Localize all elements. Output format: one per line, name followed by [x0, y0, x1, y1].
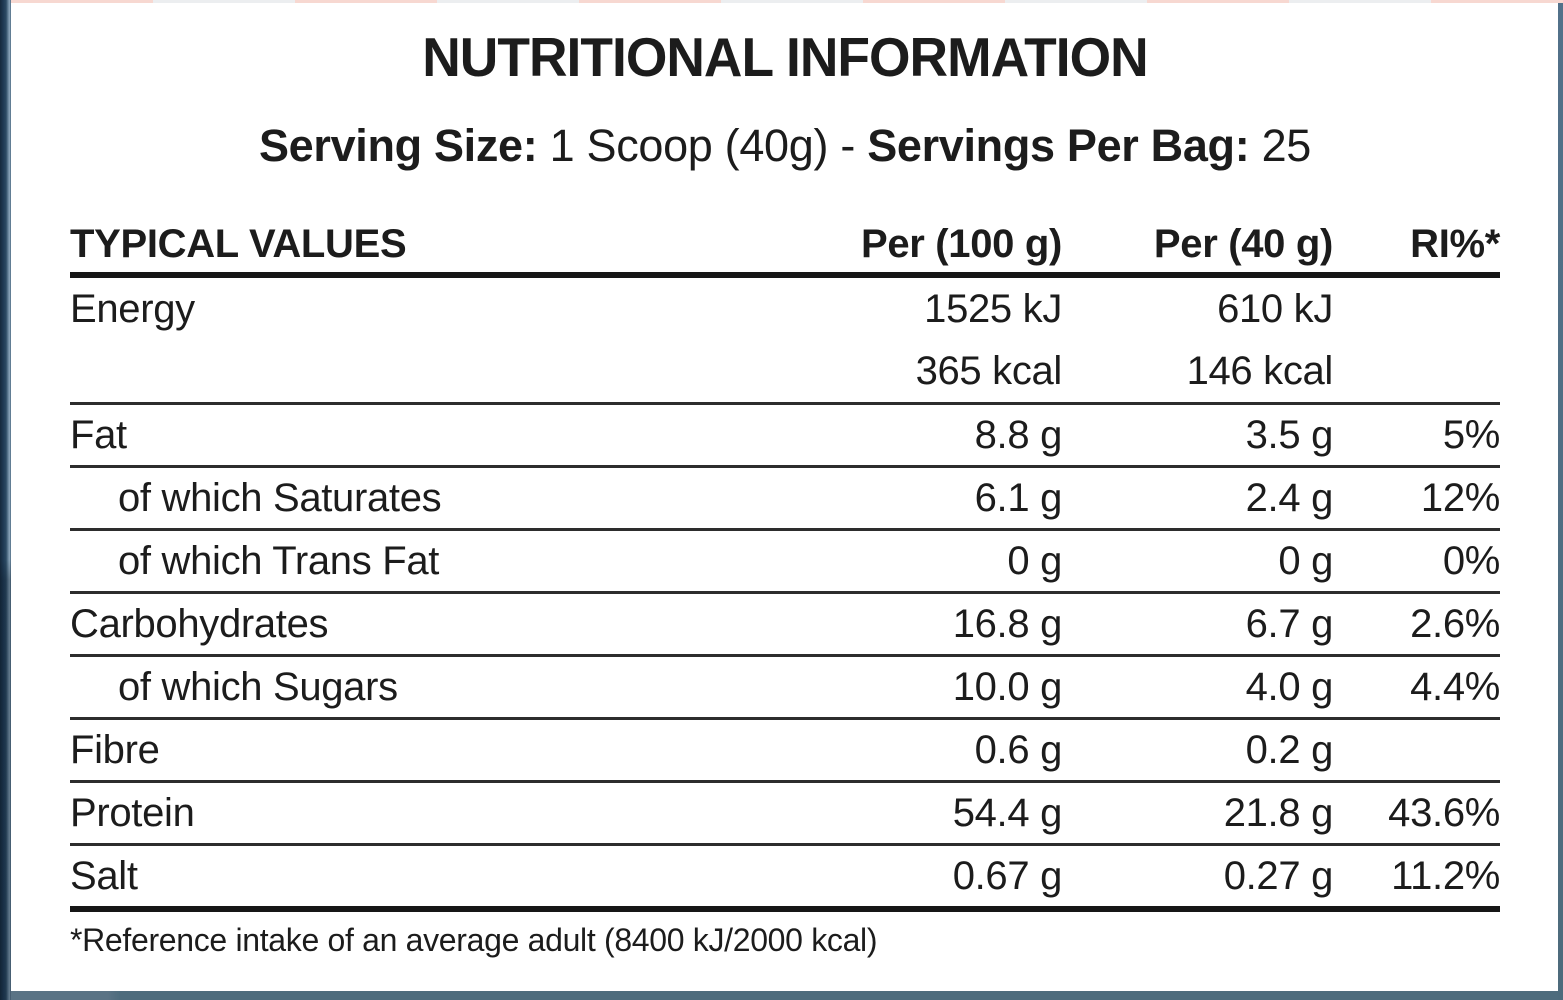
serving-info: Serving Size: 1 Scoop (40g) - Servings P… — [70, 123, 1500, 168]
table-row-trans-fat: of which Trans Fat 0 g 0 g 0% — [70, 528, 1500, 591]
nutrient-name: Protein — [70, 791, 195, 835]
package-edge-top-strip — [11, 0, 1563, 3]
value-per-40g: 4.0 g — [1245, 665, 1334, 709]
value-ri: 43.6% — [1388, 791, 1500, 835]
value-ri: 4.4% — [1410, 665, 1500, 709]
value-per-40g: 6.7 g — [1245, 602, 1334, 646]
nutrient-name: of which Sugars — [118, 665, 398, 709]
value-per-100g: 0.6 g — [974, 728, 1063, 772]
table-row-protein: Protein 54.4 g 21.8 g 43.6% — [70, 780, 1500, 843]
label-content: NUTRITIONAL INFORMATION Serving Size: 1 … — [70, 30, 1500, 958]
table-row-fat: Fat 8.8 g 3.5 g 5% — [70, 402, 1500, 465]
package-edge-bottom — [0, 991, 1563, 1000]
energy-kj-100: 1525 kJ — [924, 287, 1062, 331]
value-ri: 5% — [1442, 413, 1501, 457]
table-row-energy: Energy 1525 kJ 365 kcal 610 kJ 146 kcal — [70, 278, 1500, 402]
col-header-typical-values: TYPICAL VALUES — [70, 222, 407, 266]
nutrition-table: TYPICAL VALUES Per (100 g) Per (40 g) RI… — [70, 216, 1500, 912]
serving-size-value: 1 Scoop (40g) — [549, 120, 829, 171]
value-per-40g: 2.4 g — [1245, 476, 1334, 520]
energy-kj-40: 610 kJ — [1217, 287, 1333, 331]
energy-kcal-100: 365 kcal — [915, 349, 1063, 393]
energy-kcal-40: 146 kcal — [1186, 349, 1334, 393]
nutrient-name: of which Trans Fat — [118, 539, 440, 583]
value-per-40g: 0 g — [1278, 539, 1333, 583]
energy-ri — [1333, 278, 1500, 402]
value-per-100g: 54.4 g — [952, 791, 1063, 835]
nutrient-name: Energy — [70, 287, 195, 331]
value-ri: 11.2% — [1391, 854, 1500, 898]
value-per-40g: 3.5 g — [1245, 413, 1334, 457]
value-per-100g: 0.67 g — [952, 854, 1063, 898]
value-per-100g: 16.8 g — [952, 602, 1063, 646]
serving-separator: - — [840, 120, 855, 171]
value-ri: 0% — [1442, 539, 1501, 583]
serving-size-label: Serving Size: — [258, 120, 538, 171]
value-per-100g: 6.1 g — [974, 476, 1063, 520]
table-row-salt: Salt 0.67 g 0.27 g 11.2% — [70, 843, 1500, 912]
nutrient-name: Fibre — [70, 728, 160, 772]
col-header-per-40g: Per (40 g) — [1153, 222, 1333, 266]
value-ri: 2.6% — [1410, 602, 1500, 646]
servings-per-bag-label: Servings Per Bag: — [867, 120, 1250, 171]
nutrient-name: Salt — [70, 854, 138, 898]
nutrient-name: of which Saturates — [118, 476, 442, 520]
value-per-40g: 21.8 g — [1223, 791, 1334, 835]
nutrient-name: Carbohydrates — [70, 602, 329, 646]
energy-per-100g: 1525 kJ 365 kcal — [822, 278, 1063, 402]
value-per-100g: 0 g — [1007, 539, 1062, 583]
col-header-ri-percent: RI%* — [1410, 222, 1500, 266]
servings-per-bag-value: 25 — [1261, 120, 1312, 171]
package-edge-right — [1558, 0, 1563, 1000]
reference-intake-note: *Reference intake of an average adult (8… — [70, 922, 878, 958]
table-row-saturates: of which Saturates 6.1 g 2.4 g 12% — [70, 465, 1500, 528]
table-row-fibre: Fibre 0.6 g 0.2 g — [70, 717, 1500, 780]
col-header-per-100g: Per (100 g) — [860, 222, 1062, 266]
package-edge-left — [0, 0, 11, 1000]
value-per-40g: 0.27 g — [1223, 854, 1334, 898]
value-ri: 12% — [1420, 476, 1500, 520]
table-row-carbohydrates: Carbohydrates 16.8 g 6.7 g 2.6% — [70, 591, 1500, 654]
value-per-100g: 8.8 g — [974, 413, 1063, 457]
table-header-row: TYPICAL VALUES Per (100 g) Per (40 g) RI… — [70, 216, 1500, 278]
value-per-40g: 0.2 g — [1245, 728, 1334, 772]
energy-per-40g: 610 kJ 146 kcal — [1062, 278, 1334, 402]
nutrient-name: Fat — [70, 413, 127, 457]
page-title: NUTRITIONAL INFORMATION — [422, 26, 1148, 88]
value-per-100g: 10.0 g — [952, 665, 1063, 709]
table-row-sugars: of which Sugars 10.0 g 4.0 g 4.4% — [70, 654, 1500, 717]
